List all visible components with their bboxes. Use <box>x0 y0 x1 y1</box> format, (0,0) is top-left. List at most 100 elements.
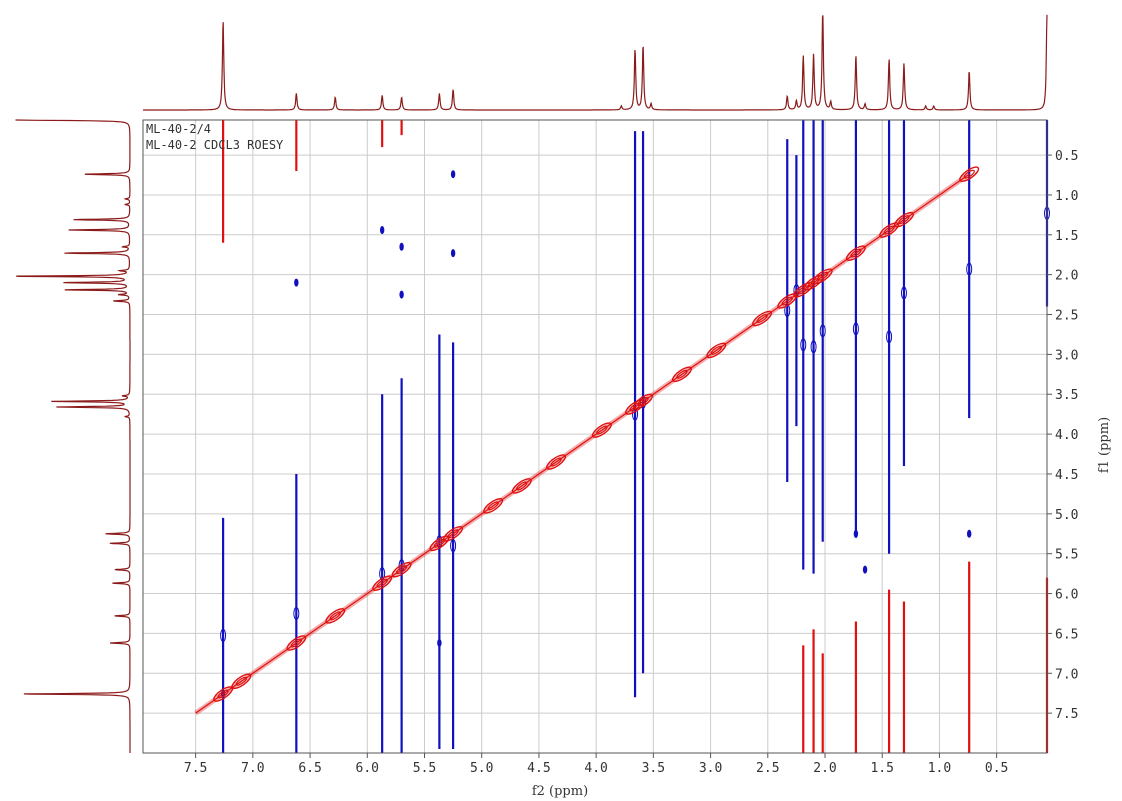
diagonal-peak-inner <box>596 425 608 435</box>
y-tick-label: 1.5 <box>1055 229 1078 244</box>
negative-crosspeak <box>966 529 972 538</box>
diagonal-peak-inner <box>329 611 341 621</box>
diagonal-peak <box>803 274 824 291</box>
negative-streak-contour <box>852 322 859 336</box>
diagonal-peak-inner <box>550 457 562 467</box>
diagonal-peak-inner <box>235 676 248 686</box>
x-tick-label: 0.5 <box>985 761 1008 776</box>
diagonal-peak-inner <box>217 689 229 699</box>
diagonal-peak-inner <box>898 215 910 225</box>
x-tick-label: 6.0 <box>356 761 379 776</box>
diagonal-peak <box>625 399 646 415</box>
x-tick-label: 5.5 <box>413 761 436 776</box>
diagonal-peak <box>879 222 900 238</box>
diagonal-peak <box>793 282 814 298</box>
diagonal-peak-inner <box>395 565 408 575</box>
annotation-sample-id: ML-40-2/4 <box>146 122 211 136</box>
diagonal-peak <box>483 498 504 514</box>
negative-crosspeak <box>399 242 404 251</box>
x-tick-label: 2.0 <box>813 761 836 776</box>
diagonal-peak <box>777 293 798 309</box>
annotation-experiment: ML-40-2 CDCL3 ROESY <box>146 138 284 152</box>
diagonal-peak <box>443 525 464 542</box>
y-tick-label: 5.0 <box>1055 508 1078 523</box>
y-axis-label: f1 (ppm) <box>1097 417 1112 473</box>
diagonal-peak <box>325 608 346 624</box>
negative-crosspeak <box>853 529 859 538</box>
diagonal-peak-inner <box>883 225 895 235</box>
x-tick-label: 5.0 <box>470 761 493 776</box>
y-tick-label: 7.5 <box>1055 707 1078 722</box>
x-tick-label: 6.5 <box>298 761 321 776</box>
diagonal-peak <box>231 673 252 690</box>
x-tick-label: 3.0 <box>699 761 722 776</box>
y-tick-label: 3.0 <box>1055 348 1078 363</box>
left-projection <box>15 119 131 753</box>
x-axis-ticks: 7.5 7.0 6.5 6.0 5.5 5.0 4.5 4.0 3.5 3.0 2.5 2.0 1.5 1… <box>184 753 1008 776</box>
negative-crosspeak <box>450 170 456 179</box>
x-tick-label: 7.5 <box>184 761 207 776</box>
negative-streak-contour <box>450 539 457 553</box>
diagonal-peak-inner <box>710 345 722 355</box>
diagonal-peak <box>845 245 866 261</box>
negative-streak-contour <box>819 324 826 338</box>
x-tick-label: 2.5 <box>756 761 779 776</box>
negative-crosspeak <box>294 278 299 287</box>
diagonal-peak-inner <box>376 578 388 588</box>
negative-streak-contour <box>293 606 300 620</box>
x-tick-label: 7.0 <box>241 761 264 776</box>
x-tick-label: 1.0 <box>928 761 951 776</box>
diagonal-peak <box>391 561 412 578</box>
y-tick-label: 6.5 <box>1055 627 1078 642</box>
diagonal-peak <box>893 211 914 228</box>
diagonal-peak-inner <box>637 396 649 406</box>
negative-crosspeak <box>379 226 385 235</box>
diagonal-peak-inner <box>963 169 975 179</box>
negative-streak-contour <box>379 567 386 581</box>
diagonal-peak-inner <box>817 271 829 281</box>
diagonal-peak <box>706 342 727 359</box>
x-tick-label: 3.5 <box>642 761 665 776</box>
diagonal-peak-inner <box>756 314 768 323</box>
x-tick-label: 4.5 <box>527 761 550 776</box>
negative-streak-contour <box>784 304 791 318</box>
diagonal-peak <box>511 478 532 494</box>
y-tick-label: 7.0 <box>1055 667 1078 682</box>
streak-layer <box>220 120 1050 753</box>
x-tick-label: 4.0 <box>584 761 607 776</box>
negative-streak-contour <box>886 330 893 344</box>
plot-frame <box>142 119 1048 754</box>
y-tick-label: 5.5 <box>1055 548 1078 563</box>
y-tick-label: 4.0 <box>1055 428 1078 443</box>
y-tick-label: 4.5 <box>1055 468 1078 483</box>
y-tick-label: 1.0 <box>1055 189 1078 204</box>
diagonal-peak <box>633 393 654 410</box>
y-tick-label: 6.0 <box>1055 588 1078 603</box>
diagonal-peak-inner <box>781 296 793 306</box>
diagonal-peak <box>286 635 307 651</box>
y-tick-label: 2.5 <box>1055 309 1078 324</box>
diagonal-peak-inner <box>447 529 459 539</box>
negative-streak-contour <box>966 262 973 276</box>
negative-crosspeak <box>399 290 404 299</box>
y-axis-ticks: 0.5 1.0 1.5 2.0 2.5 3.0 3.5 4.0 4.5 5.0 5.5 6.0 6.5 7… <box>1047 149 1078 722</box>
diagonal-layer <box>194 166 980 716</box>
diagonal-peak <box>546 454 567 470</box>
diagonal-peak-inner <box>807 278 820 288</box>
diagonal-peak-inner <box>290 638 303 648</box>
diagonal-peak <box>591 422 612 438</box>
x-tick-label: 1.5 <box>870 761 893 776</box>
negative-crosspeak <box>450 249 456 258</box>
x-axis-label: f2 (ppm) <box>532 784 588 799</box>
diagonal-line <box>195 173 970 714</box>
grid-lines <box>143 120 1047 753</box>
negative-streak-contour <box>220 628 227 642</box>
diagonal-peak <box>372 575 393 591</box>
diagonal-peak <box>959 166 980 183</box>
diagonal-peak <box>752 310 773 327</box>
diagonal-peak-inner <box>676 369 688 379</box>
y-tick-label: 3.5 <box>1055 388 1078 403</box>
top-spectrum-trace <box>143 14 1048 111</box>
negative-crosspeak <box>862 565 868 574</box>
